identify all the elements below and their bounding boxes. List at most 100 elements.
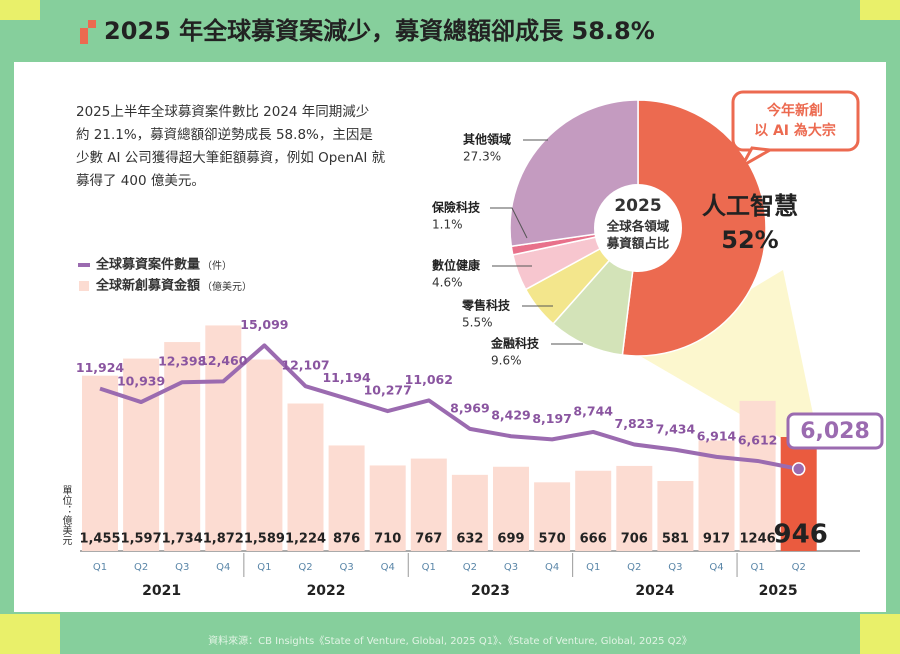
line-label: 11,924 xyxy=(76,360,125,375)
bar xyxy=(205,325,242,551)
pie-label: 保險科技 xyxy=(431,200,481,215)
bar-label: 706 xyxy=(621,532,648,547)
x-tick-label: Q2 xyxy=(134,562,148,573)
legend-label: 全球新創募資金額 xyxy=(95,278,200,294)
line-label: 10,277 xyxy=(364,383,412,398)
callout-box xyxy=(786,412,884,450)
deco xyxy=(0,0,40,20)
line-point xyxy=(791,462,806,476)
legend-swatch xyxy=(79,281,89,291)
bar xyxy=(123,358,160,551)
bar-label: 1,455 xyxy=(79,532,120,547)
bar xyxy=(328,445,365,551)
line-label: 7,823 xyxy=(615,416,655,431)
callout-text: 以 AI 為大宗 xyxy=(754,122,836,139)
pie-center xyxy=(594,184,682,272)
pie-center-text: 全球各領域 xyxy=(606,219,670,234)
bar xyxy=(739,400,776,551)
line-label: 6,612 xyxy=(738,432,778,447)
callout-text: 今年新創 xyxy=(766,102,823,119)
bar xyxy=(780,437,817,551)
x-tick-label: Q1 xyxy=(422,562,436,573)
bar xyxy=(164,342,201,551)
bar xyxy=(410,458,447,551)
x-tick-label: Q2 xyxy=(627,562,641,573)
line-label: 7,434 xyxy=(656,421,696,436)
description-line: 約 21.1%，募資總額卻逆勢成長 58.8%，主因是 xyxy=(76,126,373,143)
bar-label: 1,224 xyxy=(285,532,326,547)
description-line: 2025上半年全球募資案件數比 2024 年同期減少 xyxy=(76,103,369,120)
line-label: 8,429 xyxy=(491,408,531,423)
bar xyxy=(534,482,571,551)
callout-tail xyxy=(738,146,775,170)
bar xyxy=(369,465,406,551)
bar-label: 1,872 xyxy=(203,532,244,547)
bar xyxy=(287,403,324,551)
pie-label: 金融科技 xyxy=(490,336,540,351)
bar-label: 570 xyxy=(539,532,566,547)
description-line: 募得了 400 億美元。 xyxy=(76,172,205,189)
pie-slice xyxy=(621,99,767,357)
line-label: 10,939 xyxy=(117,374,165,389)
highlight-beam xyxy=(640,270,818,438)
bar xyxy=(616,465,653,551)
bar-label: 767 xyxy=(415,532,442,547)
bar-label: 666 xyxy=(580,532,607,547)
x-tick-label: Q3 xyxy=(339,562,353,573)
x-tick-label: Q3 xyxy=(175,562,189,573)
bar xyxy=(82,375,118,551)
legend-unit: （件） xyxy=(202,260,232,272)
legend-label: 全球募資案件數量 xyxy=(95,257,200,273)
bar-label: 917 xyxy=(703,532,730,547)
bar-label: 1,734 xyxy=(162,532,203,547)
bar xyxy=(657,480,694,551)
pie-value: 4.6% xyxy=(432,276,463,290)
description-line: 少數 AI 公司獲得超大筆鉅額募資，例如 OpenAI 就 xyxy=(76,149,386,166)
x-tick-label: Q4 xyxy=(545,562,559,573)
source: 資料來源：CB Insights《State of Venture, Globa… xyxy=(208,634,692,647)
pie-label: 零售科技 xyxy=(461,298,511,313)
line-series xyxy=(99,343,800,471)
line-label: 6,028 xyxy=(800,419,870,444)
bar-label: 946 xyxy=(774,520,828,550)
pie-label: 數位健康 xyxy=(432,258,481,273)
x-tick-label: Q1 xyxy=(750,562,764,573)
line-label: 11,194 xyxy=(322,370,371,385)
pie-value: 9.6% xyxy=(491,354,522,368)
pie-label: 人工智慧 xyxy=(702,192,798,220)
icon xyxy=(80,36,88,44)
legend-unit: （億美元） xyxy=(202,280,252,293)
group-label: 2024 xyxy=(635,583,674,599)
bar-label: 632 xyxy=(456,532,483,547)
x-tick-label: Q4 xyxy=(709,562,723,573)
group-label: 2021 xyxy=(142,583,181,599)
x-tick-label: Q2 xyxy=(463,562,477,573)
line-label: 12,107 xyxy=(281,358,329,373)
leader-line xyxy=(490,207,528,239)
bar xyxy=(493,466,529,551)
title: 2025 年全球募資案減少，募資總額卻成長 58.8% xyxy=(104,17,655,45)
line-label: 11,062 xyxy=(405,372,453,387)
deco xyxy=(860,614,900,654)
callout-bubble xyxy=(731,90,860,152)
line-label: 15,099 xyxy=(240,317,288,332)
x-tick-label: Q3 xyxy=(504,562,518,573)
x-tick-label: Q2 xyxy=(298,562,312,573)
x-tick-label: Q4 xyxy=(381,562,395,573)
pie-value: 52% xyxy=(721,226,778,254)
x-tick-label: Q1 xyxy=(586,562,600,573)
bar xyxy=(575,470,612,551)
group-label: 2022 xyxy=(307,583,346,599)
bar-label: 1,597 xyxy=(121,532,162,547)
group-label: 2025 xyxy=(759,583,798,599)
pie-value: 1.1% xyxy=(432,218,463,232)
line-label: 8,744 xyxy=(573,403,613,418)
bar-label: 1,589 xyxy=(244,532,285,547)
line-label: 12,398 xyxy=(158,354,206,369)
x-tick-label: Q3 xyxy=(668,562,682,573)
pie-value: 27.3% xyxy=(463,150,501,164)
bar xyxy=(451,474,488,551)
x-tick-label: Q1 xyxy=(93,562,107,573)
pie-center-text: 募資額占比 xyxy=(606,236,670,251)
